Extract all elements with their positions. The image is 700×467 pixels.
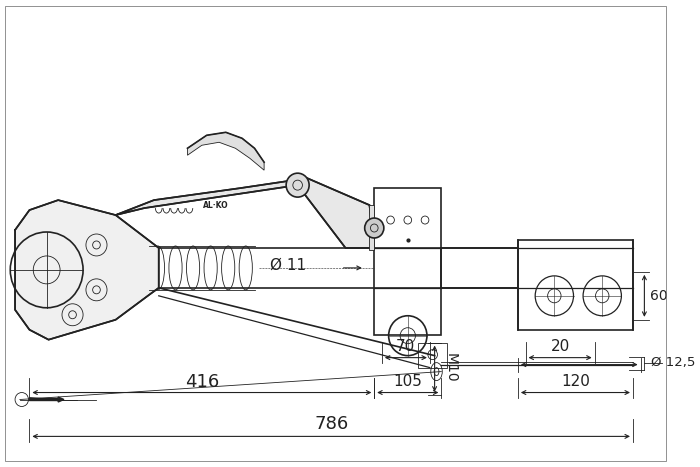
Text: Ø 11: Ø 11 — [270, 257, 306, 272]
Text: 70: 70 — [396, 339, 416, 354]
Text: Ø 12,5: Ø 12,5 — [651, 356, 696, 369]
Text: 416: 416 — [185, 373, 219, 390]
Text: 786: 786 — [314, 416, 349, 433]
Polygon shape — [188, 132, 264, 170]
Circle shape — [365, 218, 384, 238]
Circle shape — [286, 173, 309, 197]
Text: 60: 60 — [650, 289, 668, 303]
Text: M10: M10 — [443, 353, 457, 382]
Text: 120: 120 — [561, 374, 590, 389]
Text: AL·KO: AL·KO — [204, 201, 229, 210]
FancyArrow shape — [29, 397, 64, 402]
Polygon shape — [116, 178, 374, 248]
Bar — [518, 240, 633, 330]
Polygon shape — [370, 205, 374, 250]
Text: 20: 20 — [550, 339, 570, 354]
Text: 105: 105 — [393, 374, 422, 389]
Bar — [419, 343, 447, 368]
Bar — [374, 188, 441, 335]
Polygon shape — [15, 200, 159, 340]
